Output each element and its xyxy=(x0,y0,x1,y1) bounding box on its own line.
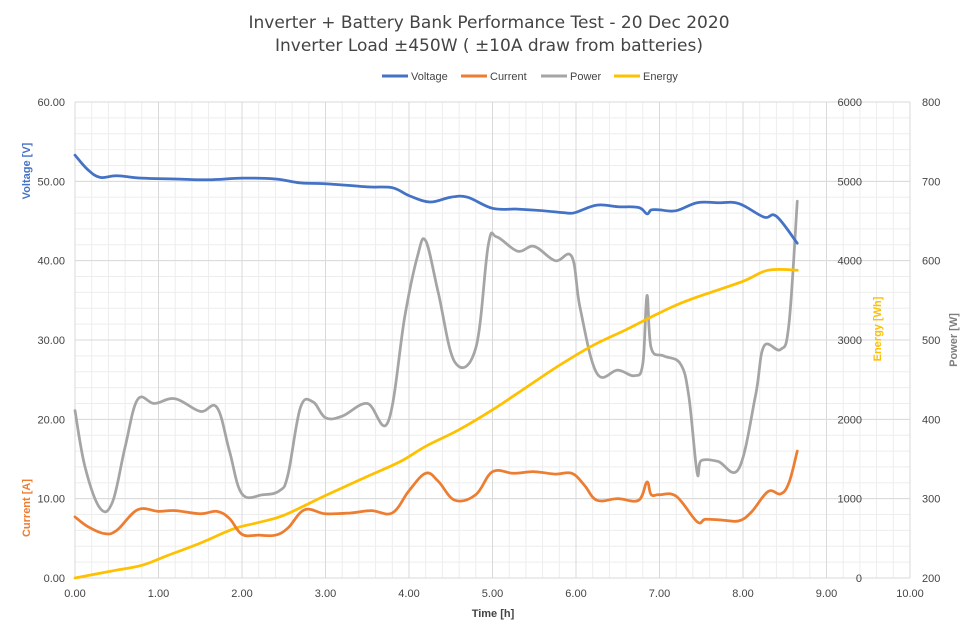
energy-tick-label: 3000 xyxy=(838,335,862,347)
left-tick-label: 10.00 xyxy=(37,494,65,506)
energy-tick-label: 1000 xyxy=(838,494,862,506)
power-tick-label: 600 xyxy=(922,256,940,268)
power-tick-label: 300 xyxy=(922,494,940,506)
power-tick-label: 500 xyxy=(922,335,940,347)
series-line-voltage xyxy=(73,153,799,245)
x-tick-label: 9.00 xyxy=(816,588,837,600)
series-layer xyxy=(73,153,799,580)
series-line-energy xyxy=(73,267,799,580)
x-tick-label: 3.00 xyxy=(315,588,336,600)
chart-subtitle: Inverter Load ±450W ( ±10A draw from bat… xyxy=(275,36,703,56)
x-tick-label: 10.00 xyxy=(896,588,924,600)
x-axis-ticks: 0.00 1.00 2.00 3.00 4.00 5.00 6.00 7.00 8.00 9.00… xyxy=(64,588,923,600)
x-axis-title: Time [h] xyxy=(472,608,515,620)
energy-tick-label: 5000 xyxy=(838,176,862,188)
energy-tick-label: 0 xyxy=(856,573,862,585)
energy-axis-title: Energy [Wh] xyxy=(872,296,884,361)
x-tick-label: 0.00 xyxy=(64,588,85,600)
left-tick-label: 50.00 xyxy=(37,176,65,188)
power-tick-label: 800 xyxy=(922,97,940,109)
energy-tick-label: 2000 xyxy=(838,414,862,426)
x-tick-label: 4.00 xyxy=(398,588,419,600)
power-axis-title: Power [W] xyxy=(948,313,960,367)
current-axis-title: Current [A] xyxy=(21,479,33,537)
legend-label-power: Power xyxy=(570,71,602,83)
power-tick-label: 400 xyxy=(922,414,940,426)
series-line-power xyxy=(73,199,799,514)
energy-tick-label: 4000 xyxy=(838,256,862,268)
chart-title: Inverter + Battery Bank Performance Test… xyxy=(248,13,729,33)
left-tick-label: 40.00 xyxy=(37,256,65,268)
left-tick-label: 0.00 xyxy=(44,573,65,585)
energy-tick-label: 6000 xyxy=(838,97,862,109)
power-tick-label: 700 xyxy=(922,176,940,188)
legend-label-current: Current xyxy=(490,71,527,83)
x-tick-label: 7.00 xyxy=(649,588,670,600)
major-gridlines xyxy=(74,101,911,579)
x-tick-label: 1.00 xyxy=(148,588,169,600)
left-axis-ticks: 0.00 10.00 20.00 30.00 40.00 50.00 60.00 xyxy=(37,97,65,585)
legend-label-voltage: Voltage xyxy=(411,71,448,83)
energy-axis-ticks: 0 1000 2000 3000 4000 5000 6000 xyxy=(838,97,862,585)
left-tick-label: 20.00 xyxy=(37,414,65,426)
left-tick-label: 30.00 xyxy=(37,335,65,347)
x-tick-label: 6.00 xyxy=(565,588,586,600)
x-tick-label: 5.00 xyxy=(482,588,503,600)
left-tick-label: 60.00 xyxy=(37,97,65,109)
x-tick-label: 2.00 xyxy=(231,588,252,600)
x-tick-label: 8.00 xyxy=(732,588,753,600)
legend-label-energy: Energy xyxy=(643,71,678,83)
power-axis-ticks: 200 300 400 500 600 700 800 xyxy=(922,97,940,585)
voltage-axis-title: Voltage [V] xyxy=(21,142,33,199)
legend: Voltage Current Power Energy xyxy=(382,71,678,83)
power-tick-label: 200 xyxy=(922,573,940,585)
series-line-current xyxy=(73,449,799,538)
